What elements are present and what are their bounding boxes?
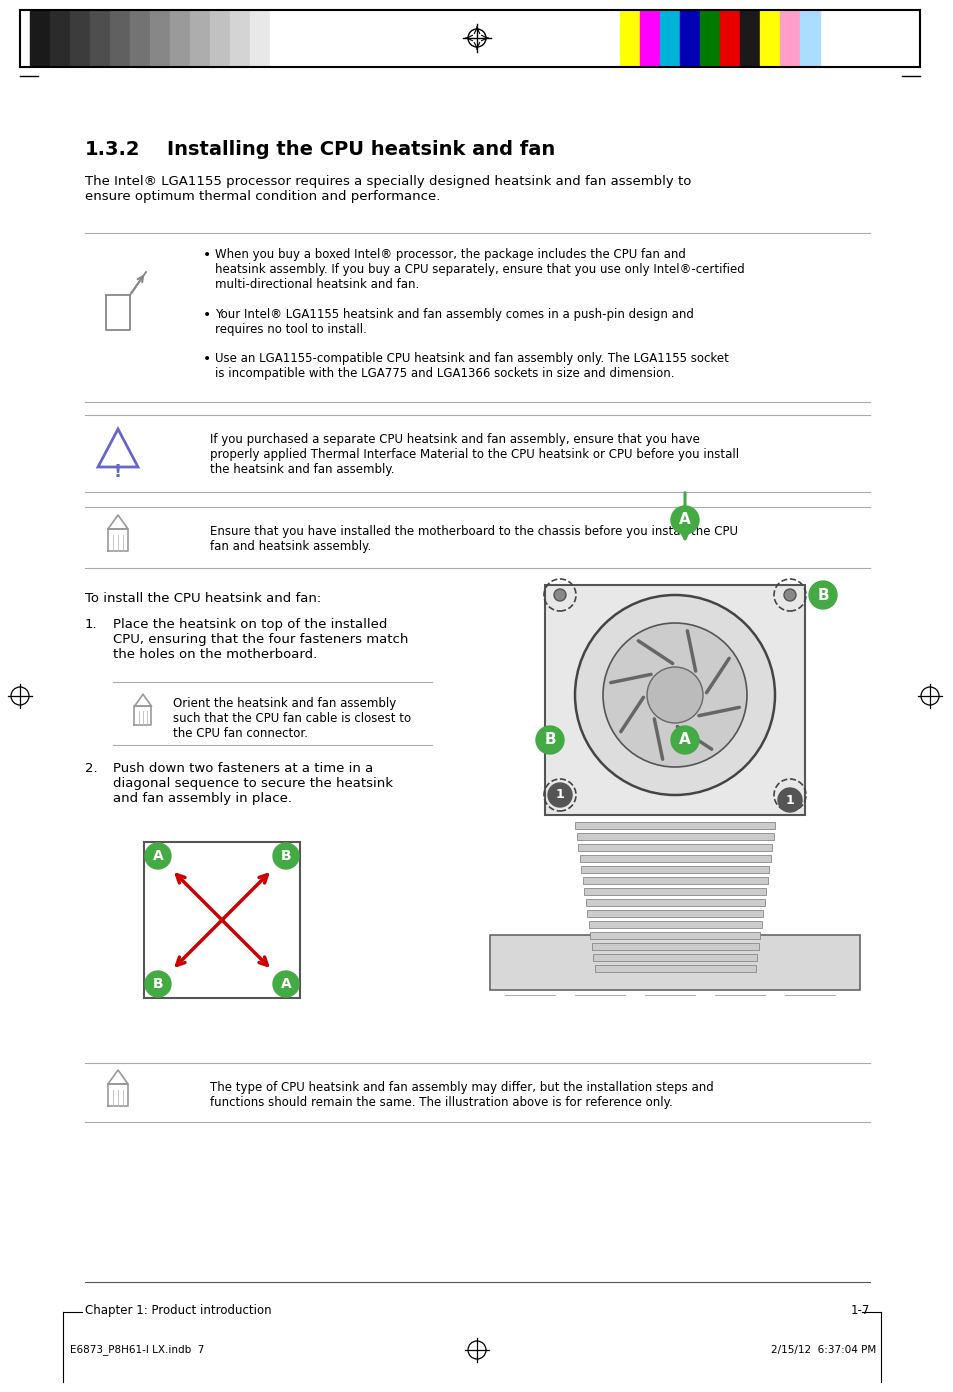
Bar (588, 922, 761, 928)
Bar (580, 866, 768, 873)
Circle shape (602, 624, 746, 767)
Bar (583, 888, 765, 895)
FancyArrowPatch shape (699, 707, 739, 715)
Text: Installing the CPU heatsink and fan: Installing the CPU heatsink and fan (167, 141, 555, 159)
Bar (210, 10, 230, 65)
Circle shape (783, 789, 795, 800)
Bar (800, 10, 820, 65)
Bar (592, 942, 759, 949)
Text: Place the heatsink on top of the installed
CPU, ensuring that the four fasteners: Place the heatsink on top of the install… (112, 618, 408, 661)
Bar (150, 10, 170, 65)
FancyArrowPatch shape (638, 640, 672, 664)
Bar (577, 832, 773, 839)
Text: A: A (679, 732, 690, 748)
Circle shape (554, 589, 565, 601)
Bar (30, 10, 50, 65)
Text: B: B (543, 732, 556, 748)
Circle shape (778, 788, 801, 812)
Circle shape (145, 972, 171, 997)
FancyArrowPatch shape (654, 718, 662, 759)
Bar (130, 10, 150, 65)
Bar (589, 933, 760, 940)
Bar (582, 877, 767, 884)
Circle shape (575, 594, 774, 795)
Text: 2.: 2. (85, 761, 97, 775)
Circle shape (145, 844, 171, 869)
Text: The type of CPU heatsink and fan assembly may differ, but the installation steps: The type of CPU heatsink and fan assembl… (210, 1082, 713, 1109)
Bar (90, 10, 110, 65)
Bar (70, 10, 90, 65)
Bar (144, 842, 299, 998)
Text: !: ! (113, 464, 122, 482)
Circle shape (273, 844, 298, 869)
Bar (578, 844, 771, 851)
Text: A: A (280, 977, 291, 991)
Bar (544, 585, 804, 814)
FancyArrowPatch shape (687, 631, 695, 671)
Text: Use an LGA1155-compatible CPU heatsink and fan assembly only. The LGA1155 socket: Use an LGA1155-compatible CPU heatsink a… (214, 352, 728, 380)
Bar (575, 823, 774, 830)
Text: •: • (203, 248, 211, 262)
Bar (760, 10, 780, 65)
Circle shape (646, 667, 702, 722)
Bar (490, 935, 859, 990)
Bar (720, 10, 740, 65)
Text: 1.: 1. (85, 618, 97, 631)
Text: 1-7: 1-7 (850, 1304, 869, 1317)
Text: Ensure that you have installed the motherboard to the chassis before you install: Ensure that you have installed the mothe… (210, 525, 738, 553)
Circle shape (670, 727, 699, 754)
Bar (270, 10, 290, 65)
Text: 2/15/12  6:37:04 PM: 2/15/12 6:37:04 PM (770, 1345, 875, 1354)
Bar (639, 10, 659, 65)
Bar (585, 899, 764, 906)
Circle shape (536, 727, 563, 754)
Bar (50, 10, 70, 65)
Bar (595, 965, 755, 972)
Bar (740, 10, 760, 65)
Text: B: B (152, 977, 163, 991)
Text: B: B (280, 849, 291, 863)
Text: The Intel® LGA1155 processor requires a specially designed heatsink and fan asse: The Intel® LGA1155 processor requires a … (85, 175, 691, 203)
Text: •: • (203, 352, 211, 366)
Text: 1: 1 (555, 788, 564, 802)
Text: 1.3.2: 1.3.2 (85, 141, 140, 159)
Text: Your Intel® LGA1155 heatsink and fan assembly comes in a push-pin design and
req: Your Intel® LGA1155 heatsink and fan ass… (214, 308, 693, 335)
Text: B: B (817, 587, 828, 603)
Circle shape (808, 580, 836, 610)
Bar (593, 954, 757, 960)
Polygon shape (98, 429, 138, 466)
Bar (780, 10, 800, 65)
FancyArrowPatch shape (677, 727, 711, 749)
Text: When you buy a boxed Intel® processor, the package includes the CPU fan and
heat: When you buy a boxed Intel® processor, t… (214, 248, 744, 291)
Bar (230, 10, 250, 65)
Bar (250, 10, 270, 65)
FancyArrowPatch shape (706, 658, 728, 693)
Circle shape (670, 507, 699, 535)
Text: Chapter 1: Product introduction: Chapter 1: Product introduction (85, 1304, 272, 1317)
Bar (679, 10, 700, 65)
Circle shape (783, 589, 795, 601)
Text: •: • (203, 308, 211, 322)
Text: 1: 1 (785, 793, 794, 806)
Bar (586, 910, 762, 917)
Text: E6873_P8H61-I LX.indb  7: E6873_P8H61-I LX.indb 7 (70, 1345, 204, 1356)
Text: If you purchased a separate CPU heatsink and fan assembly, ensure that you have
: If you purchased a separate CPU heatsink… (210, 433, 739, 476)
Circle shape (273, 972, 298, 997)
Circle shape (547, 782, 572, 807)
FancyArrowPatch shape (610, 674, 650, 682)
Text: A: A (679, 512, 690, 528)
Text: A: A (152, 849, 163, 863)
Bar (170, 10, 190, 65)
Bar (110, 10, 130, 65)
Bar (700, 10, 720, 65)
FancyArrowPatch shape (620, 697, 642, 732)
Bar (619, 10, 639, 65)
Bar (659, 10, 679, 65)
Bar (190, 10, 210, 65)
Circle shape (554, 789, 565, 800)
Text: Orient the heatsink and fan assembly
such that the CPU fan cable is closest to
t: Orient the heatsink and fan assembly suc… (172, 697, 411, 741)
Text: Push down two fasteners at a time in a
diagonal sequence to secure the heatsink
: Push down two fasteners at a time in a d… (112, 761, 393, 805)
Bar (579, 855, 770, 862)
Text: To install the CPU heatsink and fan:: To install the CPU heatsink and fan: (85, 592, 321, 606)
